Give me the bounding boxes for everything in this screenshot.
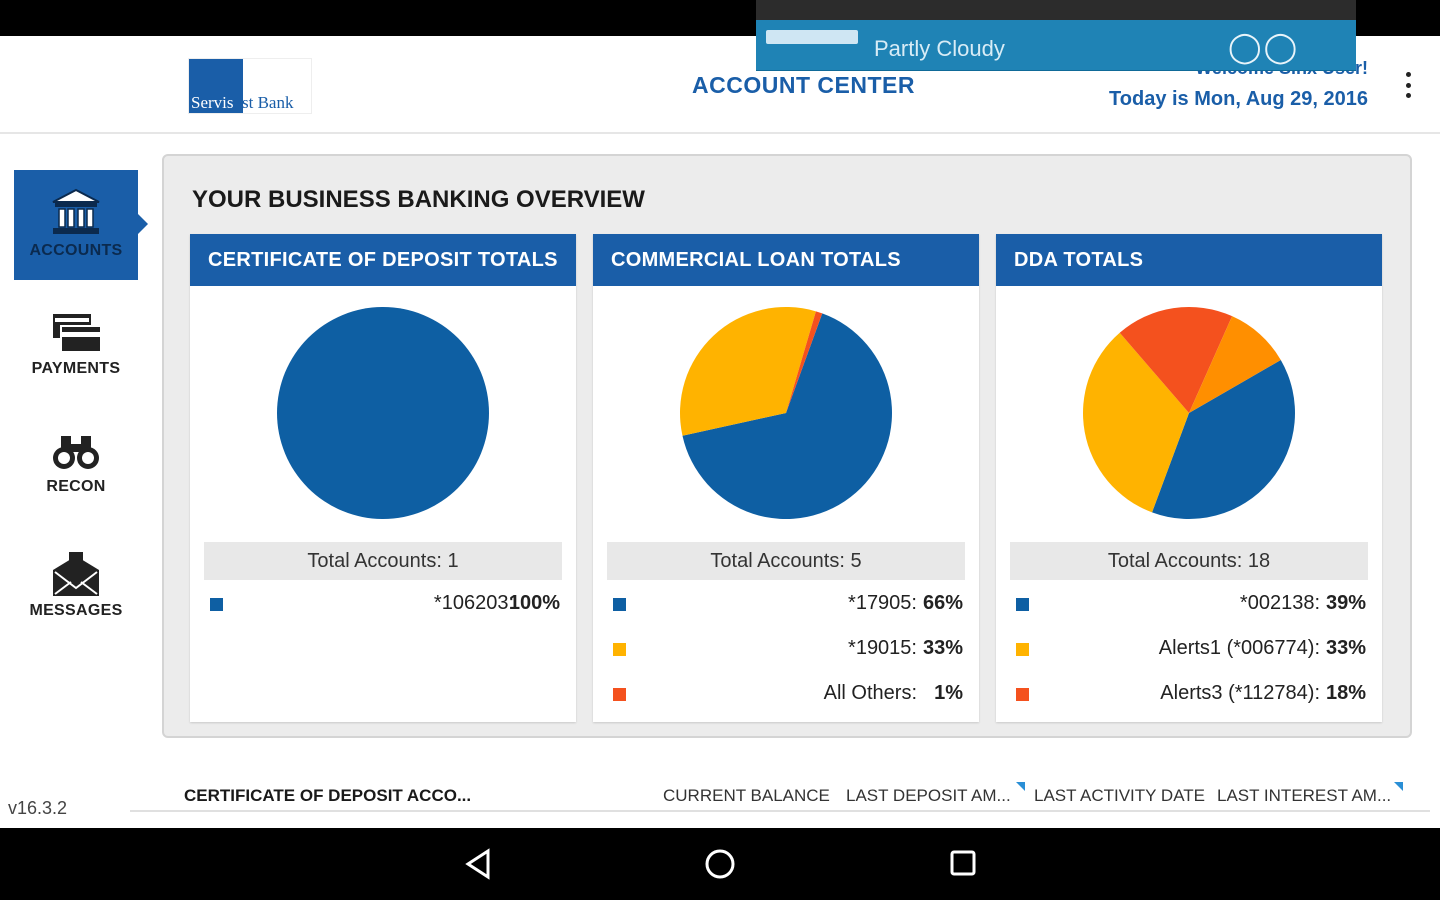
legend-swatch xyxy=(613,688,626,701)
sidebar-item-payments[interactable]: PAYMENTS xyxy=(14,292,138,402)
legend-swatch xyxy=(1016,643,1029,656)
logo-text: Servis1st Bank xyxy=(191,93,294,112)
column-header-current-balance[interactable]: CURRENT BALANCE xyxy=(663,786,830,805)
notification-header xyxy=(756,0,1356,20)
date-text: Today is Mon, Aug 29, 2016 xyxy=(1109,88,1368,110)
sidebar-item-label: ACCOUNTS xyxy=(29,242,123,259)
sidebar-item-label: PAYMENTS xyxy=(31,360,121,377)
legend-label: Alerts3 (*112784): xyxy=(1160,682,1320,704)
logo-block xyxy=(189,59,243,113)
legend-percent: 100% xyxy=(508,592,560,614)
commercial-loan-card[interactable]: COMMERCIAL LOAN TOTALS Total Accounts: 5… xyxy=(593,234,979,722)
sort-indicator-icon[interactable] xyxy=(1394,782,1403,791)
cd-pie-chart[interactable] xyxy=(276,306,490,520)
pie-slice-002138[interactable] xyxy=(1152,360,1295,519)
sidebar-item-messages[interactable]: MESSAGES xyxy=(14,532,138,642)
legend-label: *002138: xyxy=(1239,592,1320,614)
back-icon[interactable] xyxy=(462,846,496,882)
legend-item: Alerts3 (*112784): 18% xyxy=(1010,680,1366,710)
recents-icon[interactable] xyxy=(946,846,980,882)
overview-panel: YOUR BUSINESS BANKING OVERVIEW CERTIFICA… xyxy=(162,154,1412,738)
page-title: ACCOUNT CENTER xyxy=(692,72,915,98)
legend-item: Alerts1 (*006774): 33% xyxy=(1010,635,1366,665)
pie-slice-106203[interactable] xyxy=(277,307,489,519)
column-header-last-deposit[interactable]: LAST DEPOSIT AM... xyxy=(846,786,1011,805)
payments-icon xyxy=(53,314,102,353)
legend-item: *17905: 66% xyxy=(607,590,963,620)
binoculars-icon xyxy=(53,436,99,469)
sidebar-item-accounts[interactable]: ACCOUNTS xyxy=(14,170,148,280)
weather-icon: ◯◯ xyxy=(1228,31,1300,64)
dda-totals-card[interactable]: DDA TOTALS Total Accounts: 18 *002138: 3… xyxy=(996,234,1382,722)
notification-banner[interactable]: Partly Cloudy ◯◯ xyxy=(756,0,1356,71)
card-title: COMMERCIAL LOAN TOTALS xyxy=(593,234,979,286)
sidebar-item-label: MESSAGES xyxy=(29,602,123,619)
legend-percent: 33% xyxy=(1325,637,1366,659)
legend-label: *19015: xyxy=(848,637,917,659)
card-title: DDA TOTALS xyxy=(996,234,1382,286)
legend-swatch xyxy=(1016,688,1029,701)
legend-percent: 18% xyxy=(1325,682,1366,704)
legend-label: All Others: xyxy=(823,682,917,704)
bank-icon xyxy=(52,188,100,234)
sidebar-item-recon[interactable]: RECON xyxy=(14,412,138,522)
legend-swatch xyxy=(210,598,223,611)
pie-slice-alerts1-006774[interactable] xyxy=(1083,332,1189,513)
pie-slice-other[interactable] xyxy=(1189,316,1281,413)
total-accounts: Total Accounts: 1 xyxy=(204,542,562,580)
legend-item: *19015: 33% xyxy=(607,635,963,665)
legend-label: *17905: xyxy=(848,592,917,614)
home-icon[interactable] xyxy=(702,846,738,882)
total-accounts: Total Accounts: 18 xyxy=(1010,542,1368,580)
bank-logo[interactable]: Servis1st Bank xyxy=(188,58,312,114)
pie-slice-19015[interactable] xyxy=(680,306,816,436)
cd-totals-card[interactable]: CERTIFICATE OF DEPOSIT TOTALS Total Acco… xyxy=(190,234,576,722)
total-accounts: Total Accounts: 5 xyxy=(607,542,965,580)
notification-placeholder xyxy=(766,30,858,44)
notification-text: Partly Cloudy xyxy=(874,36,1005,61)
legend-label: Alerts1 (*006774): xyxy=(1158,637,1320,659)
card-title: CERTIFICATE OF DEPOSIT TOTALS xyxy=(190,234,576,286)
pie-slice-alerts3-112784[interactable] xyxy=(1119,307,1233,413)
legend-percent: 33% xyxy=(922,637,963,659)
loan-pie-chart[interactable] xyxy=(679,306,893,520)
column-header-account[interactable]: CERTIFICATE OF DEPOSIT ACCO... xyxy=(184,786,472,805)
dda-pie-chart[interactable] xyxy=(1082,306,1296,520)
pie-slice-17905[interactable] xyxy=(682,313,892,519)
envelope-icon xyxy=(53,552,99,596)
overview-title: YOUR BUSINESS BANKING OVERVIEW xyxy=(192,186,645,213)
legend-swatch xyxy=(1016,598,1029,611)
legend-label: *106203: xyxy=(433,592,514,614)
pie-slice-all-others[interactable] xyxy=(786,311,823,413)
legend-percent: 39% xyxy=(1325,592,1366,614)
version-label: v16.3.2 xyxy=(8,798,68,818)
system-nav-bar xyxy=(0,828,1440,900)
legend-percent: 1% xyxy=(934,682,963,704)
overflow-menu-icon[interactable] xyxy=(1396,72,1420,98)
legend-item: All Others: 1% xyxy=(607,680,963,710)
column-header-last-interest[interactable]: LAST INTEREST AM... xyxy=(1217,786,1392,805)
legend-item: *002138: 39% xyxy=(1010,590,1366,620)
legend-item: *106203: 100% xyxy=(204,590,560,620)
column-header-last-activity[interactable]: LAST ACTIVITY DATE xyxy=(1034,786,1205,805)
legend-percent: 66% xyxy=(922,592,963,614)
legend-swatch xyxy=(613,598,626,611)
sort-indicator-icon[interactable] xyxy=(1016,782,1025,791)
table-header: CERTIFICATE OF DEPOSIT ACCO... CURRENT B… xyxy=(130,780,1430,812)
sidebar: ACCOUNTS PAYMENTS RECON MESS xyxy=(0,134,148,828)
legend-swatch xyxy=(613,643,626,656)
sidebar-item-label: RECON xyxy=(46,478,106,495)
